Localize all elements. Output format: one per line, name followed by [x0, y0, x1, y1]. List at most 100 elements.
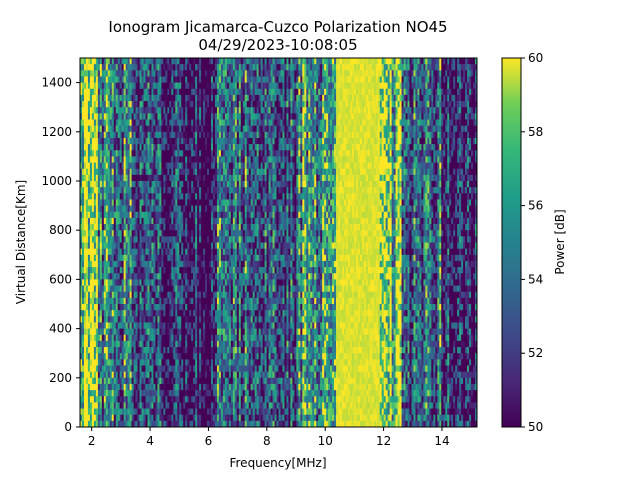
heatmap-cell — [222, 101, 226, 108]
heatmap-cell — [220, 304, 224, 311]
heatmap-cell — [113, 248, 117, 256]
heatmap-cell — [115, 174, 119, 182]
heatmap-cell — [117, 359, 121, 366]
heatmap-cell — [242, 347, 246, 354]
heatmap-cell — [101, 137, 105, 145]
heatmap-cell — [129, 156, 132, 163]
heatmap-cell — [91, 328, 95, 336]
heatmap-cell — [137, 230, 140, 237]
heatmap-cell — [185, 101, 188, 108]
heatmap-cell — [193, 353, 196, 360]
heatmap-cell — [157, 322, 160, 329]
heatmap-cell — [97, 297, 101, 305]
heatmap-cell — [97, 211, 101, 219]
heatmap-cell — [183, 236, 186, 243]
heatmap-cell — [167, 359, 170, 366]
heatmap-cell — [209, 340, 212, 348]
heatmap-cell — [80, 340, 83, 348]
heatmap-cell — [137, 377, 140, 385]
heatmap-cell — [169, 242, 172, 249]
heatmap-cell — [230, 254, 234, 262]
heatmap-cell — [80, 211, 83, 219]
heatmap-cell — [97, 347, 101, 354]
heatmap-cell — [216, 131, 220, 139]
heatmap-cell — [87, 174, 91, 182]
heatmap-cell — [169, 420, 172, 428]
heatmap-cell — [125, 297, 128, 305]
heatmap-cell — [173, 322, 176, 329]
heatmap-cell — [173, 230, 176, 237]
heatmap-cell — [195, 260, 198, 268]
heatmap-cell — [234, 137, 238, 145]
heatmap-cell — [203, 334, 206, 342]
heatmap-cell — [105, 211, 109, 219]
heatmap-cell — [179, 64, 182, 71]
heatmap-cell — [220, 396, 224, 403]
heatmap-cell — [111, 279, 115, 286]
heatmap-cell — [121, 273, 124, 280]
heatmap-cell — [218, 82, 222, 90]
heatmap-cell — [169, 193, 172, 200]
heatmap-cell — [131, 113, 134, 120]
heatmap-cell — [228, 131, 232, 139]
heatmap-cell — [155, 260, 158, 268]
heatmap-cell — [159, 70, 162, 77]
heatmap-cell — [201, 408, 204, 415]
heatmap-cell — [226, 396, 230, 403]
heatmap-cell — [105, 131, 109, 139]
heatmap-cell — [236, 131, 240, 139]
heatmap-cell — [230, 113, 234, 120]
heatmap-cell — [119, 236, 122, 243]
heatmap-cell — [87, 76, 91, 83]
heatmap-cell — [209, 119, 212, 126]
heatmap-cell — [129, 365, 132, 372]
heatmap-cell — [173, 70, 176, 77]
heatmap-cell — [81, 205, 85, 213]
heatmap-cell — [193, 347, 196, 354]
heatmap-cell — [195, 82, 198, 90]
heatmap-cell — [161, 94, 164, 102]
heatmap-cell — [214, 248, 218, 256]
heatmap-cell — [199, 107, 202, 114]
heatmap-cell — [105, 88, 109, 96]
heatmap-cell — [232, 107, 236, 114]
heatmap-cell — [177, 181, 180, 188]
heatmap-cell — [236, 402, 240, 409]
heatmap-cell — [147, 70, 150, 77]
heatmap-cell — [93, 414, 97, 422]
heatmap-cell — [242, 328, 246, 336]
heatmap-cell — [167, 137, 170, 145]
heatmap-cell — [107, 174, 111, 182]
heatmap-cell — [139, 131, 142, 139]
heatmap-cell — [216, 297, 220, 305]
heatmap-cell — [226, 119, 230, 126]
heatmap-cell — [115, 396, 119, 403]
heatmap-cell — [129, 199, 132, 206]
heatmap-cell — [187, 131, 190, 139]
heatmap-cell — [179, 230, 182, 237]
heatmap-cell — [193, 390, 196, 397]
heatmap-cell — [179, 390, 182, 397]
heatmap-cell — [145, 273, 148, 280]
heatmap-cell — [115, 340, 119, 348]
heatmap-cell — [91, 94, 95, 102]
heatmap-cell — [163, 119, 166, 126]
heatmap-cell — [232, 125, 236, 133]
heatmap-cell — [85, 107, 89, 114]
heatmap-cell — [216, 58, 220, 65]
heatmap-cell — [213, 334, 216, 342]
heatmap-cell — [125, 347, 128, 354]
heatmap-cell — [226, 181, 230, 188]
heatmap-cell — [137, 267, 140, 274]
heatmap-cell — [131, 101, 134, 108]
heatmap-cell — [226, 402, 230, 409]
heatmap-cell — [220, 131, 224, 139]
heatmap-cell — [171, 254, 174, 262]
heatmap-cell — [211, 328, 214, 336]
heatmap-cell — [119, 334, 122, 342]
heatmap-cell — [165, 236, 168, 243]
heatmap-cell — [149, 199, 152, 206]
heatmap-cell — [205, 88, 208, 96]
heatmap-cell — [228, 64, 232, 71]
heatmap-cell — [173, 144, 176, 151]
